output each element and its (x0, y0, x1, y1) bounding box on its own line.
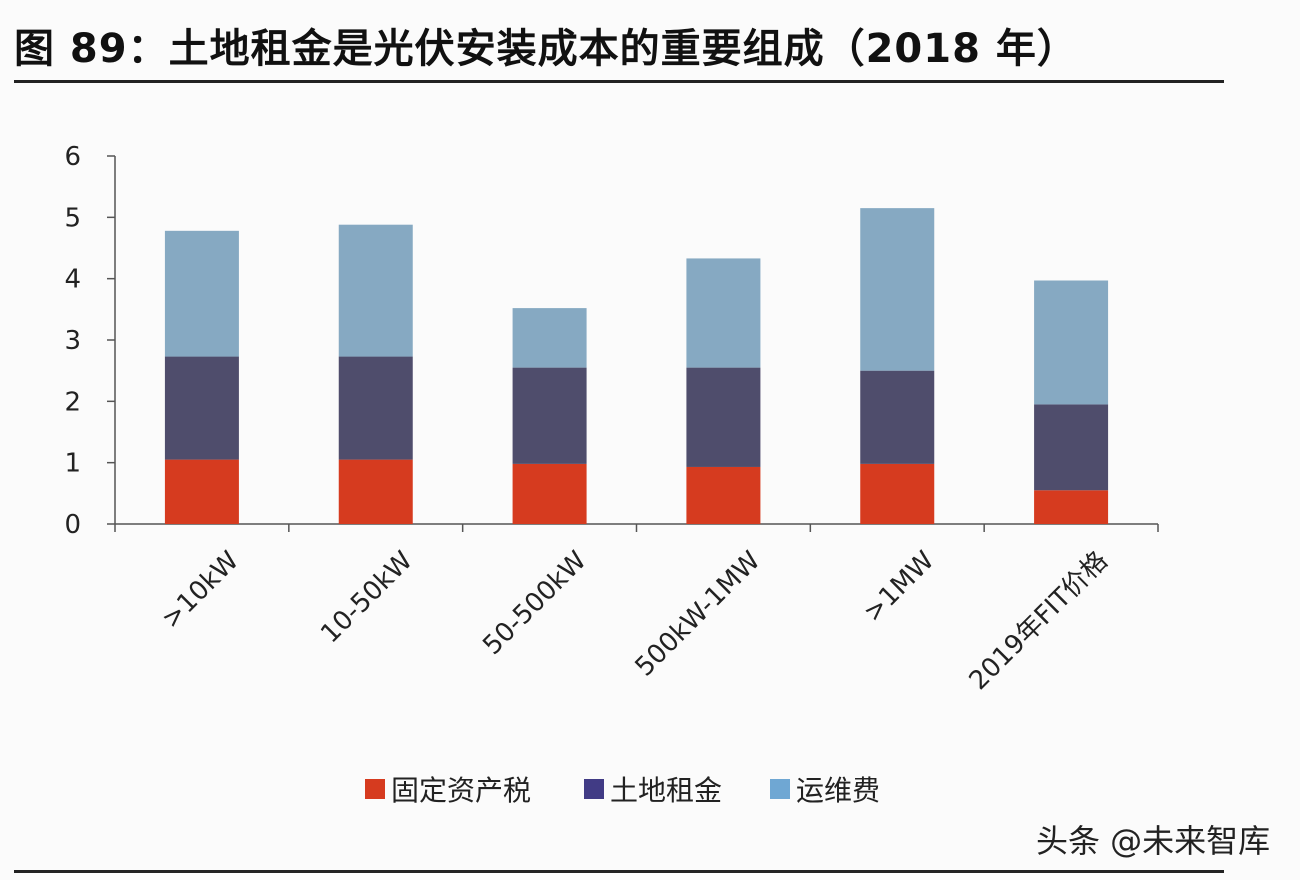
bar-segment-1-2 (338, 459, 413, 524)
title-divider (14, 80, 1224, 83)
legend-swatch (584, 779, 604, 799)
bar-segment-3-5 (860, 208, 935, 371)
bar-segment-2-1 (164, 356, 239, 460)
bar-segment-2-6 (1034, 404, 1109, 491)
bottom-divider (14, 870, 1224, 873)
legend-label: 土地租金 (610, 774, 722, 807)
x-tick-label: 10-50kW (315, 546, 418, 649)
legend: 固定资产税 土地租金 运维费 (365, 774, 880, 807)
y-tick-label: 1 (64, 449, 81, 479)
y-tick-label: 6 (64, 142, 81, 172)
x-tick-label: >1MW (858, 546, 940, 628)
bar-segment-3-4 (686, 258, 761, 368)
y-tick-label: 2 (64, 387, 81, 417)
x-tick-label: 50-500kW (477, 546, 592, 661)
y-tick-label: 0 (64, 510, 81, 540)
y-tick-label: 5 (64, 203, 81, 233)
bar-segment-1-3 (512, 463, 587, 524)
bar-segment-3-1 (164, 230, 239, 357)
bar-group (164, 208, 1109, 524)
legend-label: 固定资产税 (391, 774, 531, 807)
x-tick-label: >10kW (156, 546, 245, 635)
bar-segment-2-5 (860, 370, 935, 464)
page-title: 图 89：土地租金是光伏安装成本的重要组成（2018 年） (14, 26, 1078, 72)
bar-segment-3-3 (512, 308, 587, 368)
legend-swatch (770, 779, 790, 799)
x-axis (114, 523, 1159, 532)
y-tick-label: 4 (64, 265, 81, 295)
bar-segment-2-2 (338, 356, 413, 460)
watermark: 头条 @未来智库 (1036, 822, 1271, 860)
y-axis: 0 1 2 3 4 5 6 (64, 142, 116, 540)
legend-label: 运维费 (796, 774, 880, 807)
bar-segment-3-2 (338, 224, 413, 357)
x-tick-labels: >10kW 10-50kW 50-500kW 500kW-1MW >1MW 2019年FI… (156, 546, 1114, 696)
bar-segment-1-6 (1034, 490, 1109, 524)
bar-segment-1-1 (164, 459, 239, 524)
y-tick-label: 3 (64, 326, 81, 356)
legend-swatch (365, 779, 385, 799)
x-tick-label: 2019年FIT价格 (964, 546, 1114, 696)
bar-segment-1-4 (686, 466, 761, 524)
bar-segment-1-5 (860, 463, 935, 524)
x-tick-label: 500kW-1MW (630, 546, 767, 683)
bar-segment-2-4 (686, 367, 761, 467)
bar-segment-3-6 (1034, 280, 1109, 405)
bar-segment-2-3 (512, 367, 587, 464)
